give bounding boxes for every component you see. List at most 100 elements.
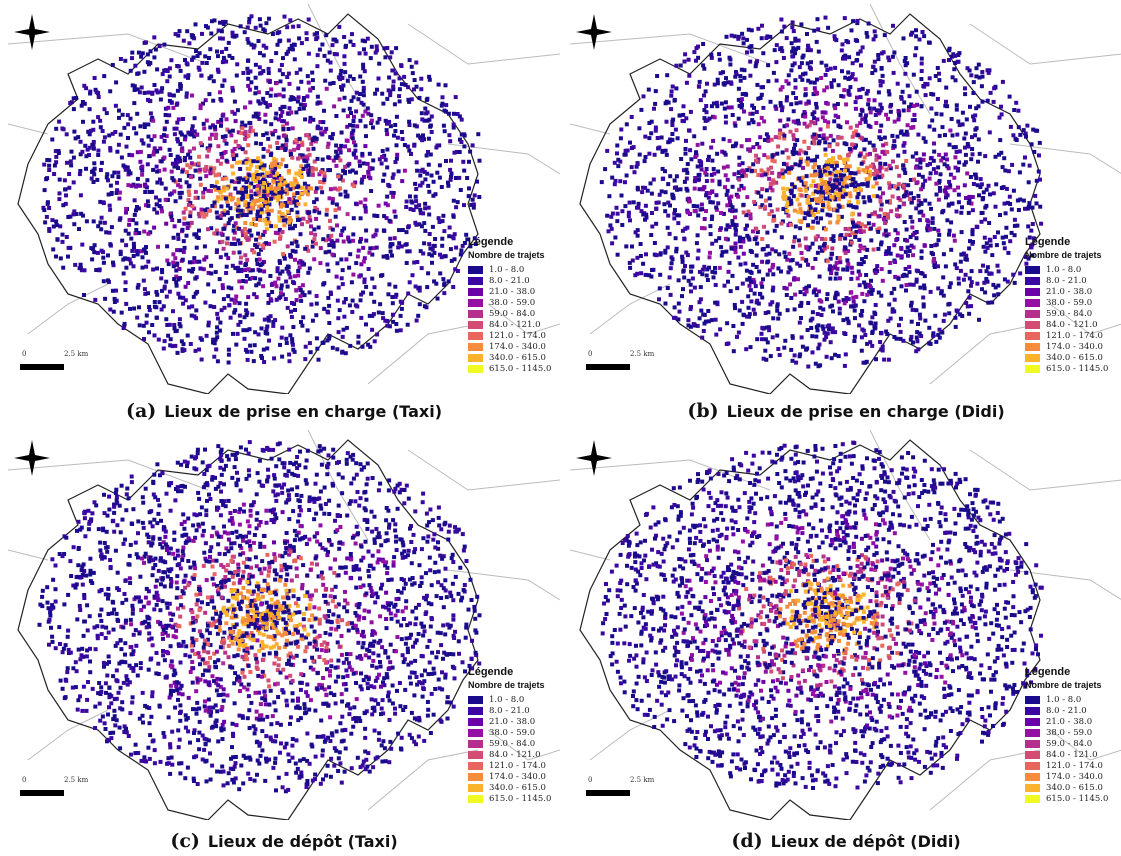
panel-caption: (c) Lieux de dépôt (Taxi)	[8, 830, 560, 852]
legend-label: 340.0 - 615.0	[489, 352, 546, 363]
legend-label: 59.0 - 84.0	[1046, 738, 1093, 749]
legend-item: 615.0 - 1145.0	[468, 363, 563, 374]
legend-item: 1.0 - 8.0	[1025, 264, 1120, 275]
legend-label: 21.0 - 38.0	[489, 286, 536, 297]
legend-item: 59.0 - 84.0	[1025, 738, 1120, 749]
map-panel-taxi-dropoff: Légende Nombre de trajets 1.0 - 8.0 8.0 -…	[8, 430, 560, 820]
legend-item: 59.0 - 84.0	[468, 308, 563, 319]
panel-letter: (a)	[125, 400, 157, 422]
legend-item: 21.0 - 38.0	[1025, 286, 1120, 297]
legend-swatch	[468, 728, 483, 737]
legend-swatch	[468, 353, 483, 362]
legend-item: 38.0 - 59.0	[468, 727, 563, 738]
legend-swatch	[1025, 717, 1040, 726]
legend-swatch	[1025, 298, 1040, 307]
legend-label: 615.0 - 1145.0	[489, 363, 552, 374]
legend-label: 121.0 - 174.0	[489, 330, 546, 341]
legend-item: 615.0 - 1145.0	[468, 793, 563, 804]
legend-label: 38.0 - 59.0	[489, 297, 536, 308]
scale-bar: 0 2.5 km	[586, 776, 676, 806]
legend-subtitle: Nombre de trajets	[468, 680, 545, 690]
panel-title: Lieux de prise en charge (Didi)	[726, 402, 1005, 421]
legend-swatch	[1025, 320, 1040, 329]
scale-bar-graphic	[20, 364, 64, 370]
legend-swatch	[468, 276, 483, 285]
legend-label: 8.0 - 21.0	[489, 705, 530, 716]
legend-label: 59.0 - 84.0	[489, 738, 536, 749]
legend-label: 174.0 - 340.0	[489, 341, 546, 352]
scale-bar: 0 2.5 km	[586, 350, 676, 380]
map-legend: Légende Nombre de trajets 1.0 - 8.0 8.0 -…	[1025, 666, 1120, 804]
legend-swatch	[1025, 783, 1040, 792]
legend-item: 84.0 - 121.0	[1025, 319, 1120, 330]
legend-swatch	[1025, 772, 1040, 781]
panel-letter: (c)	[170, 830, 200, 852]
legend-label: 38.0 - 59.0	[1046, 727, 1093, 738]
scale-bar-graphic	[20, 790, 64, 796]
scale-bar: 0 2.5 km	[20, 350, 110, 380]
map-panel-didi-pickup: Légende Nombre de trajets 1.0 - 8.0 8.0 -…	[570, 4, 1121, 394]
legend-label: 8.0 - 21.0	[1046, 275, 1087, 286]
legend-swatch	[1025, 761, 1040, 770]
legend-item: 59.0 - 84.0	[1025, 308, 1120, 319]
legend-swatch	[468, 717, 483, 726]
legend-swatch	[468, 298, 483, 307]
legend-title: Légende	[468, 236, 514, 248]
density-map	[570, 430, 1121, 820]
legend-swatch	[1025, 331, 1040, 340]
legend-item: 174.0 - 340.0	[468, 341, 563, 352]
panel-caption: (d) Lieux de dépôt (Didi)	[570, 830, 1121, 852]
legend-swatch	[468, 783, 483, 792]
legend-label: 615.0 - 1145.0	[1046, 363, 1109, 374]
legend-label: 84.0 - 121.0	[489, 319, 541, 330]
scale-distance: 2.5 km	[64, 350, 89, 358]
legend-swatch	[1025, 728, 1040, 737]
legend-swatch	[468, 695, 483, 704]
panel-title: Lieux de prise en charge (Taxi)	[164, 402, 443, 421]
legend-item: 121.0 - 174.0	[468, 760, 563, 771]
legend-label: 615.0 - 1145.0	[489, 793, 552, 804]
legend-swatch	[1025, 750, 1040, 759]
legend-item: 21.0 - 38.0	[1025, 716, 1120, 727]
legend-swatch	[1025, 353, 1040, 362]
map-legend: Légende Nombre de trajets 1.0 - 8.0 8.0 -…	[468, 236, 563, 374]
scale-distance: 2.5 km	[64, 776, 89, 784]
legend-item: 59.0 - 84.0	[468, 738, 563, 749]
legend-subtitle: Nombre de trajets	[468, 250, 545, 260]
legend-item: 84.0 - 121.0	[468, 319, 563, 330]
legend-swatch	[1025, 364, 1040, 373]
legend-item: 84.0 - 121.0	[468, 749, 563, 760]
legend-item: 174.0 - 340.0	[468, 771, 563, 782]
legend-item: 38.0 - 59.0	[468, 297, 563, 308]
panel-letter: (b)	[687, 400, 719, 422]
legend-label: 174.0 - 340.0	[1046, 771, 1103, 782]
legend-swatch	[1025, 287, 1040, 296]
legend-label: 174.0 - 340.0	[1046, 341, 1103, 352]
scale-zero: 0	[588, 350, 593, 358]
legend-item: 21.0 - 38.0	[468, 286, 563, 297]
legend-label: 38.0 - 59.0	[489, 727, 536, 738]
legend-label: 121.0 - 174.0	[1046, 330, 1103, 341]
north-arrow-icon	[14, 14, 50, 50]
legend-item: 1.0 - 8.0	[1025, 694, 1120, 705]
legend-item: 84.0 - 121.0	[1025, 749, 1120, 760]
legend-swatch	[1025, 309, 1040, 318]
legend-swatch	[1025, 739, 1040, 748]
legend-swatch	[468, 265, 483, 274]
legend-item: 8.0 - 21.0	[1025, 705, 1120, 716]
scale-zero: 0	[588, 776, 593, 784]
legend-label: 21.0 - 38.0	[489, 716, 536, 727]
legend-title: Légende	[1025, 236, 1071, 248]
legend-item: 38.0 - 59.0	[1025, 727, 1120, 738]
density-map	[8, 4, 560, 394]
legend-swatch	[468, 342, 483, 351]
legend-swatch	[468, 706, 483, 715]
legend-item: 615.0 - 1145.0	[1025, 793, 1120, 804]
legend-item: 8.0 - 21.0	[468, 275, 563, 286]
legend-item: 1.0 - 8.0	[468, 694, 563, 705]
legend-label: 84.0 - 121.0	[1046, 319, 1098, 330]
north-arrow-icon	[14, 440, 50, 476]
legend-title: Légende	[468, 666, 514, 678]
legend-item: 121.0 - 174.0	[468, 330, 563, 341]
legend-swatch	[468, 287, 483, 296]
